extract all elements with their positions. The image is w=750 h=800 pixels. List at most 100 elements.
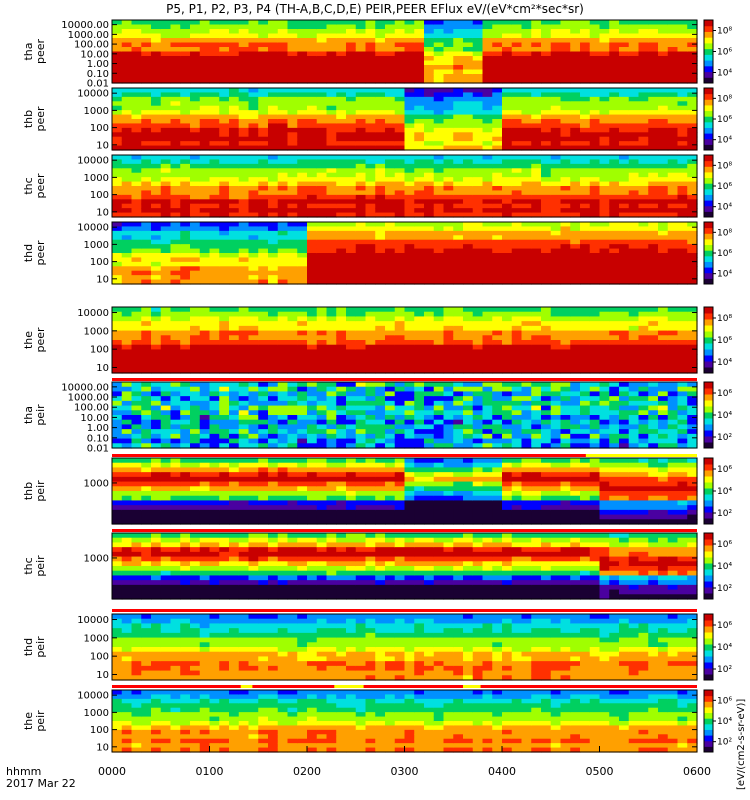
colorbar-thb-peer: 10⁸ 10⁶ 10⁴ (703, 87, 732, 151)
y-tick-label: 10 (96, 140, 109, 151)
x-tick-label: 0200 (293, 765, 321, 778)
y-tick-label: 1.00 (87, 423, 109, 434)
y-label-thd-peer: thdpeer (22, 240, 47, 266)
y-label-thb-peer: thbpeer (22, 106, 47, 132)
y-tick-label: 0.10 (87, 69, 109, 80)
y-tick-label: 100 (90, 190, 109, 201)
colorbar-tick-label: 10⁴ (717, 643, 732, 653)
frame-thc-peer (111, 154, 698, 218)
x-tick-label: 0300 (391, 765, 419, 778)
quality-flag-bars (112, 378, 697, 688)
panel-thb-peir: 1000 thbpeir 10⁶ 10⁴ 10² (22, 457, 732, 525)
y-tick-label: 1000 (84, 106, 109, 117)
heatmap-the-peir (112, 690, 698, 753)
colorbar-tick-label: 10² (717, 738, 732, 748)
y-tick-label: 10000.00 (61, 382, 109, 393)
x-tick-label: 0400 (488, 765, 516, 778)
figure-title: P5, P1, P2, P3, P4 (TH-A,B,C,D,E) PEIR,P… (166, 2, 584, 16)
y-tick-label: 1000 (84, 173, 109, 184)
y-tick-label: 10 (96, 363, 109, 374)
y-tick-label: 10000 (77, 223, 109, 234)
y-tick-label: 1000 (84, 478, 109, 489)
colorbar-tick-label: 10⁴ (717, 203, 732, 213)
panel-thb-peer: 10000 1000 100 10 thbpeer 10⁸ 10⁶ 10⁴ (22, 87, 732, 151)
colorbar-tick-label: 10⁸ (717, 161, 732, 171)
colorbar-tha-peir: 10⁶ 10⁴ 10² (703, 381, 732, 449)
y-tick-label: 1000 (84, 633, 109, 644)
x-tick-label: 0100 (196, 765, 224, 778)
colorbar-tick-label: 10⁴ (717, 487, 732, 497)
frame-tha-peer (111, 19, 698, 84)
colorbar-tick-label: 10⁶ (717, 182, 732, 192)
y-tick-label: 10.00 (80, 49, 109, 60)
panel-thc-peir: 1000 thcpeir 10⁶ 10⁴ 10² (22, 532, 732, 600)
y-tick-label: 1000 (84, 240, 109, 251)
x-tick-label: 0000 (98, 765, 126, 778)
heatmap-tha-peir (112, 382, 698, 449)
y-tick-label: 10000 (77, 615, 109, 626)
y-tick-label: 100 (90, 345, 109, 356)
y-tick-label: 1000.00 (68, 393, 109, 404)
panel-the-peir: 10000 1000 100 10 thepeir 10⁶ 10⁴ 10² (22, 689, 732, 753)
y-tick-label: 10 (96, 274, 109, 285)
y-tick-label: 1000.00 (68, 30, 109, 41)
y-label-thb-peir: thbpeir (22, 480, 47, 502)
x-axis-date: 2017 Mar 22 (6, 777, 76, 790)
panel-thc-peer: 10000 1000 100 10 thcpeer 10⁸ 10⁶ 10⁴ (22, 154, 732, 218)
colorbar-tick-label: 10⁴ (717, 69, 732, 79)
y-tick-label: 10000 (77, 89, 109, 100)
y-tick-label: 10.00 (80, 413, 109, 424)
colorbar-tick-label: 10⁴ (717, 562, 732, 572)
colorbar-tick-label: 10⁶ (717, 696, 732, 706)
y-tick-label: 10000 (77, 156, 109, 167)
frame-the-peer (111, 306, 698, 374)
colorbar-tick-label: 10⁴ (717, 411, 732, 421)
x-tick-label: 0500 (586, 765, 614, 778)
x-axis: 0000 0100 0200 0300 0400 0500 0600 (98, 746, 711, 778)
colorbar-tick-label: 10⁴ (717, 717, 732, 727)
y-tick-label: 1.00 (87, 59, 109, 70)
y-tick-label: 1000 (84, 553, 109, 564)
y-label-thc-peer: thcpeer (22, 173, 47, 199)
colorbar-the-peir: 10⁶ 10⁴ 10² (703, 689, 732, 753)
colorbar-tick-label: 10² (717, 509, 732, 519)
panel-the-peer: 10000 1000 100 10 thepeer 10⁸ 10⁶ 10⁴ (22, 306, 732, 374)
y-tick-label: 0.10 (87, 433, 109, 444)
heatmap-thd-peer (112, 222, 698, 285)
heatmap-thb-peir (112, 458, 698, 525)
y-label-tha-peer: thapeer (22, 39, 47, 65)
colorbar-tick-label: 10⁶ (717, 115, 732, 125)
heatmap-thb-peer (112, 88, 698, 151)
panel-thd-peer: 10000 1000 100 10 thdpeer 10⁸ 10⁶ 10⁴ (22, 221, 732, 285)
frame-thd-peir (111, 613, 698, 681)
y-tick-label: 10 (96, 670, 109, 681)
colorbar-tick-label: 10⁴ (717, 358, 732, 368)
colorbar-tick-label: 10⁴ (717, 136, 732, 146)
colorbar-tick-label: 10⁶ (717, 389, 732, 399)
colorbar-tick-label: 10⁶ (717, 540, 732, 550)
heatmap-the-peer (112, 307, 698, 374)
y-tick-label: 100 (90, 652, 109, 663)
colorbar-the-peer: 10⁸ 10⁶ 10⁴ (703, 306, 732, 374)
y-tick-label: 0.01 (87, 79, 109, 90)
colorbar-tick-label: 10² (717, 665, 732, 675)
colorbar-thd-peir: 10⁶ 10⁴ 10² (703, 613, 732, 681)
y-label-thd-peir: thdpeir (22, 636, 47, 658)
y-label-the-peer: thepeer (22, 327, 47, 353)
y-tick-label: 100.00 (74, 403, 109, 414)
y-tick-label: 1000 (84, 326, 109, 337)
colorbar-tick-label: 10⁶ (717, 48, 732, 58)
colorbar-tick-label: 10⁸ (717, 228, 732, 238)
colorbar-thd-peer: 10⁸ 10⁶ 10⁴ (703, 221, 732, 285)
colorbar-thb-peir: 10⁶ 10⁴ 10² (703, 457, 732, 525)
colorbar-tick-label: 10⁸ (717, 94, 732, 104)
colorbar-tick-label: 10⁶ (717, 465, 732, 475)
colorbar-units: [eV/(cm2-s-sr-eV)] (736, 699, 747, 790)
heatmap-thc-peir (112, 533, 698, 600)
y-label-the-peir: thepeir (22, 710, 47, 732)
y-tick-label: 100 (90, 725, 109, 736)
x-axis-label: hhmm (6, 765, 41, 778)
colorbar-tick-label: 10⁶ (717, 621, 732, 631)
frame-thb-peer (111, 87, 698, 151)
